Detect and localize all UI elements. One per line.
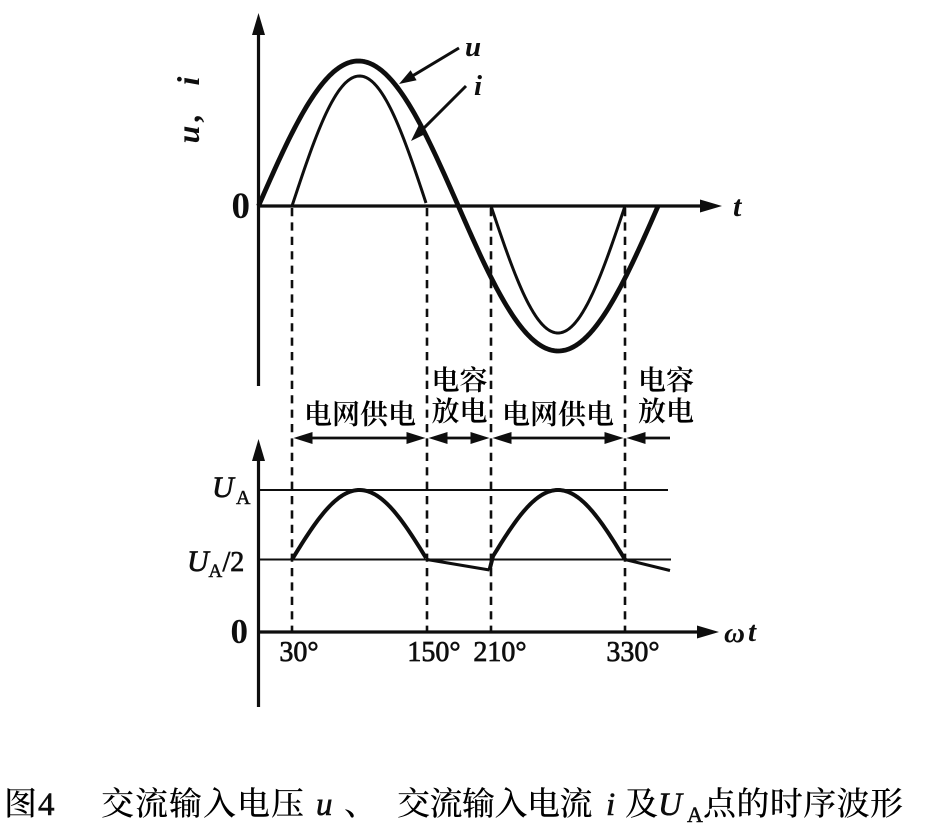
svg-text:i: i xyxy=(606,787,615,823)
svg-text:0: 0 xyxy=(232,186,251,227)
svg-text:A: A xyxy=(209,561,223,582)
svg-text:u: u xyxy=(316,787,333,823)
svg-text:U: U xyxy=(212,471,236,504)
svg-text:i: i xyxy=(474,70,482,102)
svg-text:4: 4 xyxy=(38,787,55,823)
svg-text:ω: ω xyxy=(724,617,745,649)
svg-text:u: u xyxy=(465,31,481,63)
svg-text:/2: /2 xyxy=(223,547,245,578)
svg-text:210°: 210° xyxy=(473,637,526,668)
svg-text:U: U xyxy=(658,787,684,823)
svg-text:150°: 150° xyxy=(407,637,460,668)
svg-text:30°: 30° xyxy=(279,637,318,668)
svg-text:t: t xyxy=(748,616,757,648)
svg-text:0: 0 xyxy=(231,612,249,651)
svg-text:U: U xyxy=(187,545,211,578)
svg-text:A: A xyxy=(236,487,251,509)
svg-text:A: A xyxy=(687,802,703,827)
svg-text:t: t xyxy=(733,190,743,223)
svg-text:330°: 330° xyxy=(606,637,659,668)
svg-text:u, i: u, i xyxy=(170,73,206,144)
